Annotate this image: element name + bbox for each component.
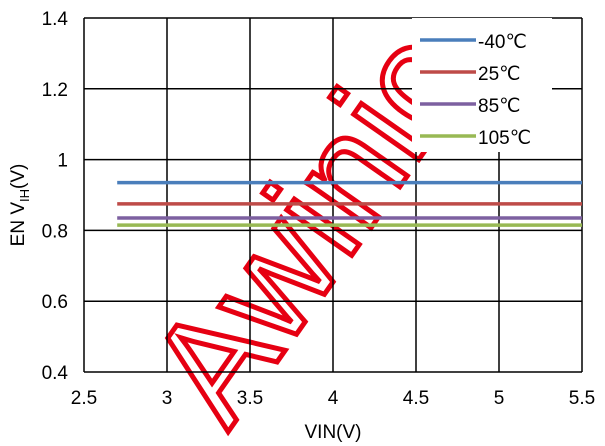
legend-label: 25℃ xyxy=(478,64,520,85)
y-axis-title-main: EN V xyxy=(8,202,29,247)
x-tick-label: 3 xyxy=(162,388,173,409)
y-tick-label: 1 xyxy=(57,151,68,172)
legend-label: 85℃ xyxy=(478,96,520,117)
y-tick-label: 1.4 xyxy=(42,9,69,30)
legend: -40℃ 25℃ 85℃ 105℃ xyxy=(412,18,552,152)
x-tick-label: 5 xyxy=(494,388,505,409)
y-tick-label: 0.4 xyxy=(42,363,69,384)
y-axis-title: EN VIH(V) xyxy=(8,164,32,247)
series-lines xyxy=(117,180,582,227)
x-tick-label: 4 xyxy=(328,388,339,409)
x-tick-label: 5.5 xyxy=(569,388,595,409)
x-axis-title: VIN(V) xyxy=(305,422,362,443)
legend-label: -40℃ xyxy=(478,32,527,53)
axes: VIN(V) EN VIH(V) xyxy=(8,164,362,443)
y-tick-label: 0.6 xyxy=(42,292,68,313)
y-axis-title-unit: (V) xyxy=(8,164,29,189)
y-tick-label: 1.2 xyxy=(42,80,68,101)
y-axis-title-subscript: IH xyxy=(17,189,32,202)
x-tick-label: 4.5 xyxy=(403,388,429,409)
legend-label: 105℃ xyxy=(478,128,531,149)
y-tick-label: 0.8 xyxy=(42,221,68,242)
x-tick-label: 2.5 xyxy=(71,388,97,409)
x-tick-label: 3.5 xyxy=(237,388,263,409)
